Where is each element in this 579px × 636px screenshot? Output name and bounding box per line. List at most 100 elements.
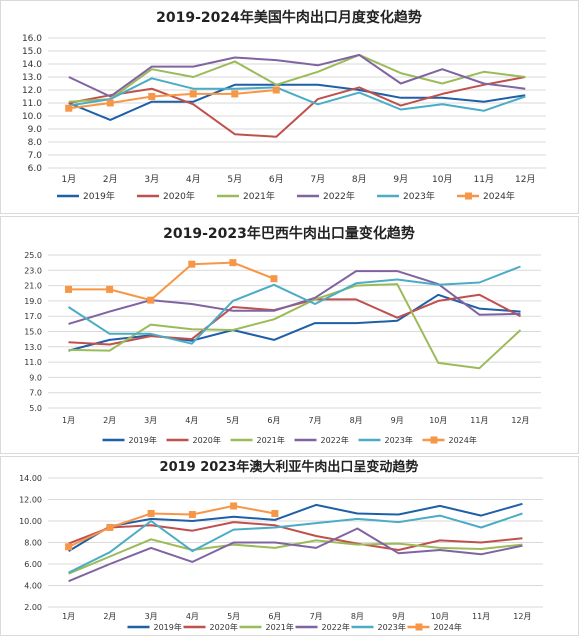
x-tick-label: 8月	[352, 174, 367, 185]
data-point-2024	[188, 260, 196, 268]
legend-label: 2024年	[434, 622, 462, 632]
legend-label: 2024年	[449, 435, 477, 445]
y-tick-label: 14.0	[22, 60, 42, 70]
data-point-2024	[65, 104, 73, 112]
data-point-2024	[230, 502, 238, 510]
y-tick-label: 8.00	[24, 539, 42, 548]
x-tick-label: 6月	[269, 174, 284, 185]
x-tick-label: 7月	[308, 416, 321, 425]
y-tick-label: 14.00	[19, 474, 42, 483]
x-tick-label: 11月	[474, 174, 494, 185]
legend-label: 2022年	[321, 435, 349, 445]
panel-frame-us	[0, 0, 579, 214]
x-tick-label: 12月	[515, 174, 535, 185]
legend-marker-2024	[430, 436, 438, 444]
series-line-2019	[68, 293, 521, 352]
legend-label: 2019年	[83, 190, 115, 202]
series-line-2024	[68, 504, 276, 548]
y-tick-label: 6.00	[24, 560, 42, 569]
x-tick-label: 1月	[62, 416, 75, 425]
y-tick-label: 12.00	[19, 496, 42, 505]
y-tick-label: 23.0	[24, 266, 42, 275]
series-line-2024	[68, 89, 277, 110]
y-tick-label: 6.0	[28, 164, 43, 174]
data-point-2024	[231, 90, 239, 98]
plot-area-brazil: 5.0 7.0 9.0 11.0 13.0 15.0 17.0 19.0 21.0 23.0 25.…	[24, 251, 541, 445]
data-point-2024	[188, 511, 196, 519]
y-tick-label: 11.0	[22, 99, 42, 109]
series-line-2021	[68, 283, 522, 370]
y-tick-label: 17.0	[24, 312, 42, 321]
legend-label: 2019年	[129, 435, 157, 445]
legend-label: 2020年	[210, 622, 238, 632]
x-tick-label: 2月	[103, 174, 118, 185]
y-tick-label: 13.0	[22, 73, 42, 83]
legend-label: 2021年	[266, 622, 294, 632]
y-tick-label: 15.0	[24, 328, 42, 337]
series-line-2023	[67, 265, 521, 345]
y-tick-label: 2.00	[24, 603, 42, 612]
x-tick-label: 5月	[227, 174, 242, 185]
x-tick-label: 2月	[103, 416, 116, 425]
x-tick-label: 4月	[185, 416, 198, 425]
x-tick-label: 1月	[62, 612, 75, 621]
series-line-2022	[68, 527, 523, 583]
x-tick-label: 9月	[391, 416, 404, 425]
x-tick-label: 3月	[144, 174, 159, 185]
x-tick-label: 4月	[186, 174, 201, 185]
x-tick-label: 7月	[310, 612, 323, 621]
legend-label: 2023年	[385, 435, 413, 445]
x-tick-label: 2月	[103, 612, 116, 621]
legend-label: 2020年	[163, 190, 195, 202]
legend-label: 2022年	[322, 622, 350, 632]
legend-label: 2021年	[243, 190, 275, 202]
series-line-2019	[68, 83, 526, 121]
data-point-2024	[270, 275, 278, 283]
x-tick-label: 12月	[511, 416, 529, 425]
x-tick-label: 9月	[392, 612, 405, 621]
x-tick-label: 6月	[267, 416, 280, 425]
series-line-2024	[68, 261, 275, 302]
x-tick-label: 6月	[268, 612, 281, 621]
series-line-2019	[68, 502, 523, 552]
data-point-2024	[229, 259, 237, 267]
chart-title-brazil: 2019-2023年巴西牛肉出口量变化趋势	[163, 225, 415, 242]
y-tick-label: 4.00	[24, 582, 42, 591]
series-line-2022	[68, 53, 526, 98]
x-tick-label: 4月	[186, 612, 199, 621]
data-point-2024	[148, 93, 156, 100]
y-tick-label: 19.0	[24, 297, 42, 306]
x-tick-label: 1月	[61, 174, 76, 185]
legend-label: 2020年	[193, 435, 221, 445]
series-line-2021	[68, 53, 526, 103]
legend-marker-2024	[415, 623, 423, 631]
data-point-2024	[65, 543, 73, 551]
x-tick-label: 3月	[144, 416, 157, 425]
x-tick-label: 11月	[472, 612, 490, 621]
series-line-2023	[68, 512, 523, 574]
data-point-2024	[106, 523, 114, 531]
legend-label: 2022年	[323, 190, 355, 202]
x-tick-label: 3月	[145, 612, 158, 621]
data-point-2024	[106, 285, 114, 293]
chart-title-us: 2019-2024年美国牛肉出口月度变化趋势	[156, 9, 422, 26]
x-tick-label: 9月	[393, 174, 408, 185]
legend-label: 2021年	[257, 435, 285, 445]
data-point-2024	[106, 99, 114, 107]
y-tick-label: 10.0	[22, 112, 42, 122]
y-tick-label: 10.00	[19, 517, 42, 526]
x-tick-label: 8月	[350, 416, 363, 425]
y-tick-label: 25.0	[24, 251, 42, 260]
legend-label: 2024年	[483, 190, 515, 202]
legend-label: 2023年	[403, 190, 435, 202]
y-tick-label: 8.0	[28, 138, 43, 148]
y-tick-label: 16.0	[22, 34, 42, 44]
plot-area-australia: 2.00 4.00 6.00 8.00 10.00 12.00 14.00 1月 2月 3月 4月 5…	[19, 474, 543, 632]
x-tick-label: 7月	[310, 174, 325, 185]
x-tick-label: 5月	[227, 612, 240, 621]
plot-area-us: 6.0 7.0 8.0 9.0 10.0 11.0 12.0 13.0 14.0 15.0 16.0…	[22, 34, 546, 202]
legend-label: 2023年	[378, 622, 406, 632]
y-tick-label: 9.0	[29, 373, 42, 382]
x-tick-label: 10月	[431, 612, 449, 621]
